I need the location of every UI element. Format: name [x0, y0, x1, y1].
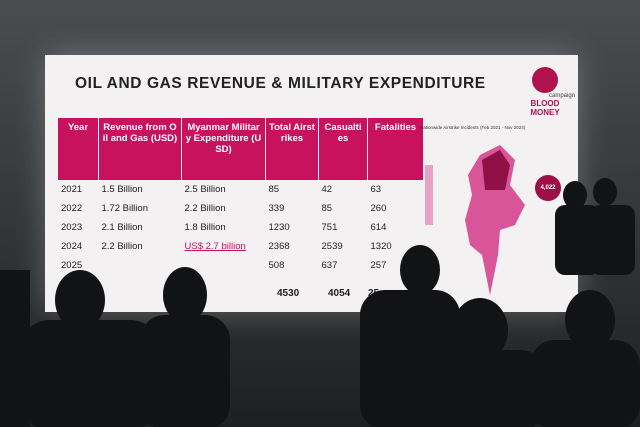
- map-shape: [425, 145, 525, 295]
- table-row: 2024 2.2 Billion US$ 2.7 billion 2368 2539 13…: [58, 237, 424, 256]
- table-cell: 1230: [268, 222, 290, 233]
- map-region: [465, 145, 525, 295]
- total-value: 4054: [328, 288, 351, 299]
- table-cell: 85: [268, 184, 280, 195]
- logo-mark: [532, 67, 558, 93]
- table-cell: 614: [370, 222, 387, 233]
- table-row: 2021 1.5 Billion 2.5 Billion 85 42 63: [58, 180, 424, 199]
- table-cell: 2023: [61, 222, 83, 233]
- logo-name: BLOOD MONEY: [530, 99, 560, 117]
- table-row: 2022 1.72 Billion 2.2 Billion 339 85 260: [58, 199, 424, 218]
- table-cell: 2025: [61, 260, 83, 271]
- data-table: Year Revenue from Oil and Gas (USD) Myanma…: [58, 118, 424, 275]
- table-cell: 2.2 Billion: [101, 241, 143, 252]
- table-cell: 508: [268, 260, 285, 271]
- header-cell: Revenue from Oil and Gas (USD): [98, 118, 182, 180]
- table-cell: 1.5 Billion: [101, 184, 143, 195]
- table-cell: 2368: [268, 241, 290, 252]
- table-cell: US$ 2.7 billion: [184, 241, 246, 252]
- table-cell: 2024: [61, 241, 83, 252]
- table-cell: 751: [321, 222, 338, 233]
- table-cell: 260: [370, 203, 387, 214]
- table-cell: 2.5 Billion: [184, 184, 226, 195]
- slide: OIL AND GAS REVENUE & MILITARY EXPENDITU…: [45, 55, 578, 312]
- map-legend: [425, 165, 433, 225]
- slide-title: OIL AND GAS REVENUE & MILITARY EXPENDITU…: [75, 75, 486, 92]
- table-row: 2023 2.1 Billion 1.8 Billion 1230 751 614: [58, 218, 424, 237]
- table-cell: 85: [321, 203, 333, 214]
- map-heading: Nationwide Airstrike Incidents (Feb 2021…: [420, 125, 526, 130]
- total-value: 4530: [277, 288, 300, 299]
- map-panel: Nationwide Airstrike Incidents (Feb 2021…: [420, 125, 570, 305]
- map-region: [482, 150, 510, 190]
- table-cell: 1320: [370, 241, 392, 252]
- logo-caption: campaign: [548, 93, 575, 99]
- table-cell: 1.72 Billion: [101, 203, 148, 214]
- map-count: 4,022: [535, 175, 561, 201]
- table-row: 2025 508 637 257: [58, 256, 424, 275]
- table-cell: 63: [370, 184, 382, 195]
- table-cell: 2021: [61, 184, 83, 195]
- table-cell: 637: [321, 260, 338, 271]
- table-cell: 1.8 Billion: [184, 222, 226, 233]
- header-row: Year Revenue from Oil and Gas (USD) Myanma…: [58, 118, 424, 180]
- logo: campaign BLOOD MONEY: [515, 67, 575, 117]
- header-cell: Year: [58, 118, 99, 180]
- table-cell: 2022: [61, 203, 83, 214]
- header-cell: Casualties: [318, 118, 368, 180]
- header-cell: Fatalities: [367, 118, 424, 180]
- table-cell: 2.1 Billion: [101, 222, 143, 233]
- table-cell: 2.2 Billion: [184, 203, 226, 214]
- header-cell: Myanmar Military Expenditure (USD): [181, 118, 266, 180]
- table-cell: 339: [268, 203, 285, 214]
- table-cell: 257: [370, 260, 387, 271]
- table-cell: 42: [321, 184, 333, 195]
- table-cell: 2539: [321, 241, 343, 252]
- header-cell: Total Airstrikes: [265, 118, 319, 180]
